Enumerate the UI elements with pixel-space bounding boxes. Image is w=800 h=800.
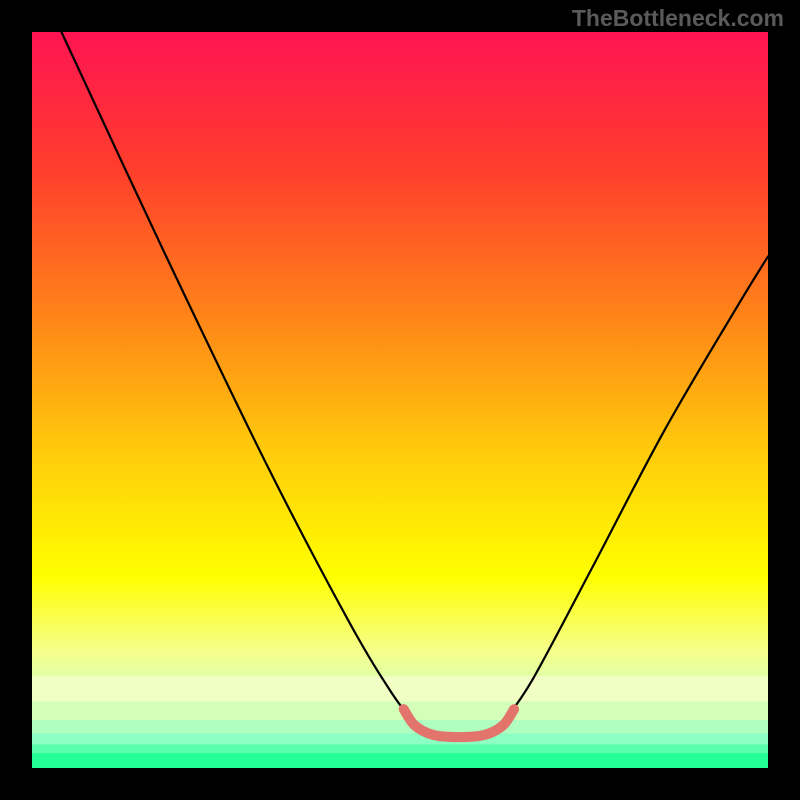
bottom-bands — [32, 676, 768, 768]
watermark-text: TheBottleneck.com — [572, 5, 784, 32]
bottleneck-chart — [0, 0, 800, 800]
chart-container: TheBottleneck.com — [0, 0, 800, 800]
plot-background — [32, 32, 768, 768]
